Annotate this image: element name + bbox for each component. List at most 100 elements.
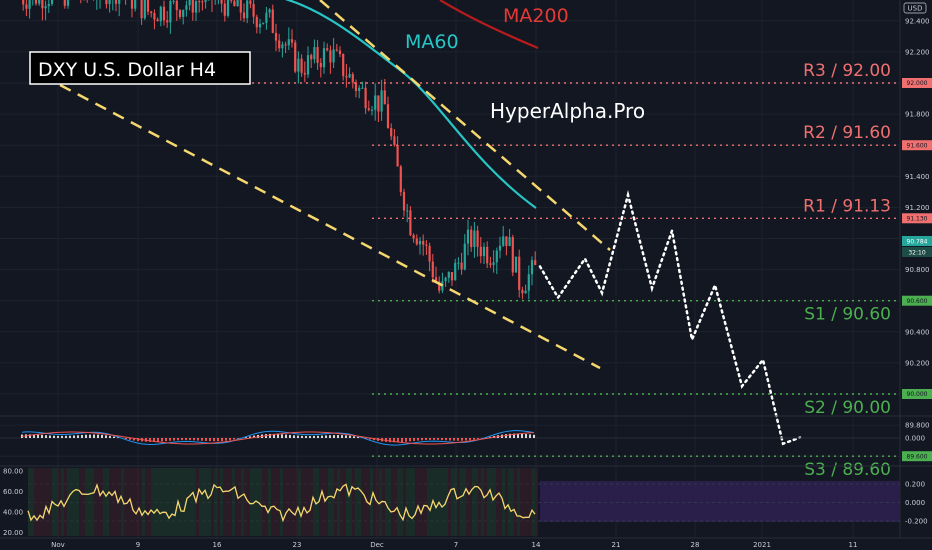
rsi-shade xyxy=(34,468,37,536)
candle xyxy=(354,82,358,91)
rsi-shade xyxy=(307,468,310,536)
price-tag xyxy=(902,213,932,224)
rsi-shade xyxy=(343,468,346,536)
rsi-shade xyxy=(415,468,418,536)
price-tag xyxy=(902,78,932,88)
y-tick-label: 91.800 xyxy=(905,111,930,119)
candle xyxy=(268,9,271,13)
rsi-shade xyxy=(94,468,97,536)
macd-bar xyxy=(205,438,207,441)
candle xyxy=(425,244,428,246)
price-tag-text: 89.600 xyxy=(907,453,928,460)
rsi-shade xyxy=(352,468,355,536)
rsi-shade xyxy=(130,468,133,536)
rsi-shade xyxy=(517,468,520,536)
macd-bar xyxy=(405,438,407,442)
candle xyxy=(108,0,111,5)
candle xyxy=(281,44,284,49)
macd-bar xyxy=(81,434,83,438)
rsi-shade xyxy=(391,468,394,536)
rsi-shade xyxy=(226,468,229,536)
rsi-shade xyxy=(28,468,31,536)
candle xyxy=(114,0,118,4)
candle xyxy=(377,95,380,112)
rsi-shade xyxy=(211,468,214,536)
macd-bar xyxy=(197,438,199,441)
rsi-shade xyxy=(526,468,529,536)
candle xyxy=(399,166,402,192)
macd-line xyxy=(21,430,535,446)
candle xyxy=(249,0,252,4)
rsi-shade xyxy=(73,468,76,536)
candle xyxy=(332,49,335,63)
macd-bar xyxy=(61,435,63,438)
price-tag xyxy=(902,451,932,462)
labels: R3 / 92.00 R2 / 91.60 R1 / 91.13 S1 / 90.60… xyxy=(29,5,891,480)
price-tag xyxy=(902,140,932,151)
macd-bar xyxy=(221,438,223,442)
rsi-shade xyxy=(145,468,148,536)
rsi-shade xyxy=(220,468,223,536)
price-tag-text: 90.000 xyxy=(907,391,928,398)
rsi-shade xyxy=(40,468,43,536)
macd-bar xyxy=(193,438,195,441)
rsi-shade xyxy=(52,468,55,536)
rsi-shade xyxy=(340,468,343,536)
rsi-shade xyxy=(505,468,508,536)
rsi-shade xyxy=(202,468,205,536)
macd-bar xyxy=(229,438,231,441)
rsi-shade xyxy=(370,468,373,536)
macd-bar xyxy=(533,434,535,438)
rsi-shade xyxy=(292,468,295,536)
rsi-shade xyxy=(118,468,121,536)
candle xyxy=(390,127,393,137)
candle xyxy=(287,39,290,46)
macd-bar xyxy=(305,435,307,438)
macd-bar xyxy=(33,434,35,438)
candle xyxy=(502,236,505,246)
countdown-tag xyxy=(902,247,932,257)
macd-bar xyxy=(297,435,299,438)
macd-bar xyxy=(77,435,79,438)
candle xyxy=(361,87,364,89)
level-label: R1 / 91.13 xyxy=(803,196,891,216)
rsi-shade xyxy=(433,468,436,536)
ma200-label: MA200 xyxy=(503,5,569,27)
rsi-line xyxy=(27,482,536,523)
candle xyxy=(457,262,460,264)
candle xyxy=(460,262,463,270)
rsi-shade xyxy=(88,468,91,536)
candle xyxy=(143,0,146,19)
macd-bar xyxy=(309,436,311,438)
macd-bar xyxy=(41,434,43,438)
macd-bar xyxy=(353,436,355,438)
rsi-shade xyxy=(214,468,217,536)
candle xyxy=(466,229,470,244)
rsi-shade xyxy=(487,468,490,536)
rsi-shade xyxy=(61,468,64,536)
candle xyxy=(34,0,38,4)
x-tick-label: 16 xyxy=(213,541,222,549)
rsi-shade xyxy=(64,468,67,536)
price-tag-text: 92.000 xyxy=(907,80,928,87)
rsi-tick-label: 40.00 xyxy=(3,509,23,517)
rsi-shade xyxy=(238,468,241,536)
macd-zero-label: 0.000 xyxy=(905,435,925,443)
macd-bar xyxy=(413,438,415,441)
macd-bar xyxy=(109,435,111,438)
candle xyxy=(479,246,482,257)
rsi-shade xyxy=(100,468,103,536)
candle xyxy=(63,0,66,6)
rsi-shade xyxy=(124,468,127,536)
rsi-shade xyxy=(235,468,238,536)
candle xyxy=(25,4,28,9)
macd-bar xyxy=(425,438,427,441)
rsi-shade xyxy=(532,468,535,536)
candle xyxy=(118,0,121,4)
macd-bar xyxy=(345,435,347,438)
candle xyxy=(178,10,182,17)
rsi-shade xyxy=(55,468,58,536)
last-price-text: 90.784 xyxy=(907,239,928,246)
rsi-shade xyxy=(106,468,109,536)
